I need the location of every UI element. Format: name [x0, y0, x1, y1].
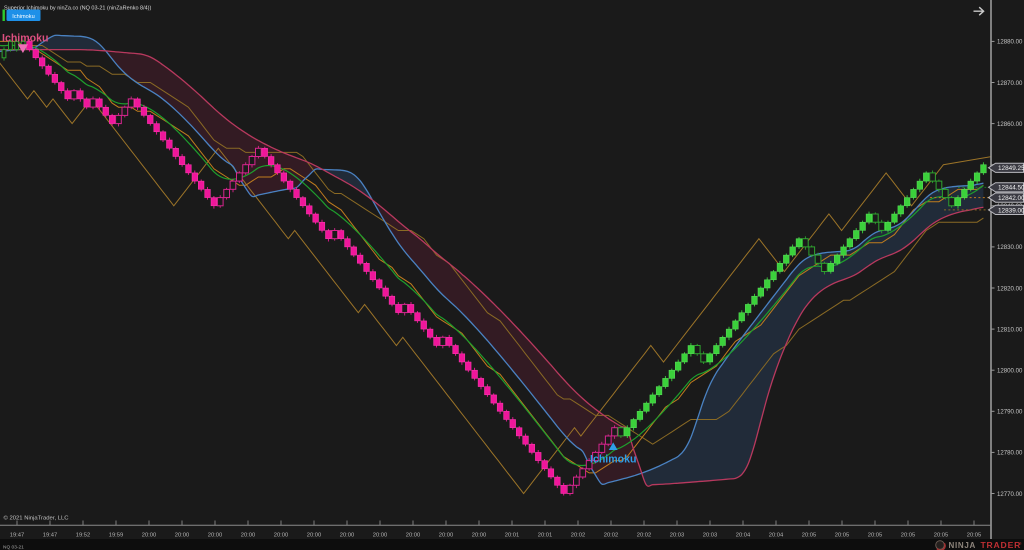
- svg-text:20:00: 20:00: [439, 533, 454, 539]
- svg-text:Ichimoku: Ichimoku: [12, 14, 34, 20]
- svg-text:20:00: 20:00: [373, 533, 388, 539]
- svg-text:20:00: 20:00: [340, 533, 355, 539]
- svg-text:20:05: 20:05: [901, 533, 916, 539]
- svg-text:20:04: 20:04: [736, 533, 751, 539]
- svg-text:20:05: 20:05: [868, 533, 883, 539]
- svg-text:12849.25: 12849.25: [998, 165, 1024, 172]
- svg-text:NINJA: NINJA: [949, 541, 977, 550]
- svg-text:20:01: 20:01: [505, 533, 520, 539]
- svg-text:19:47: 19:47: [43, 533, 58, 539]
- svg-text:20:00: 20:00: [175, 533, 190, 539]
- svg-text:20:00: 20:00: [208, 533, 223, 539]
- svg-text:12880.00: 12880.00: [997, 39, 1023, 46]
- svg-text:19:47: 19:47: [10, 533, 25, 539]
- svg-text:20:02: 20:02: [604, 533, 619, 539]
- svg-text:20:05: 20:05: [934, 533, 949, 539]
- svg-text:19:52: 19:52: [76, 533, 91, 539]
- svg-text:12844.50: 12844.50: [998, 185, 1024, 192]
- svg-text:© 2021 NinjaTrader, LLC: © 2021 NinjaTrader, LLC: [4, 515, 70, 522]
- svg-text:12839.00: 12839.00: [998, 207, 1024, 214]
- svg-text:20:05: 20:05: [967, 533, 982, 539]
- svg-text:20:00: 20:00: [406, 533, 421, 539]
- svg-text:12830.00: 12830.00: [997, 244, 1023, 251]
- svg-text:20:00: 20:00: [241, 533, 256, 539]
- svg-text:12820.00: 12820.00: [997, 285, 1023, 292]
- svg-text:Ichimoku: Ichimoku: [2, 33, 49, 45]
- svg-text:20:00: 20:00: [472, 533, 487, 539]
- svg-text:20:03: 20:03: [670, 533, 685, 539]
- svg-text:TRADER: TRADER: [981, 540, 1022, 550]
- svg-text:NQ 03-21: NQ 03-21: [3, 545, 24, 550]
- svg-text:20:02: 20:02: [637, 533, 652, 539]
- svg-text:12800.00: 12800.00: [997, 368, 1023, 375]
- svg-text:Superior Ichimoku by ninZa.co: Superior Ichimoku by ninZa.co (NQ 03-21 …: [4, 6, 152, 12]
- svg-text:12780.00: 12780.00: [997, 450, 1023, 457]
- svg-text:Ichimoku: Ichimoku: [590, 454, 637, 466]
- svg-text:19:59: 19:59: [109, 533, 124, 539]
- svg-text:20:00: 20:00: [307, 533, 322, 539]
- svg-text:20:05: 20:05: [802, 533, 817, 539]
- svg-text:12860.00: 12860.00: [997, 121, 1023, 128]
- svg-text:12770.00: 12770.00: [997, 491, 1023, 498]
- svg-text:20:00: 20:00: [274, 533, 289, 539]
- svg-text:20:01: 20:01: [538, 533, 553, 539]
- svg-text:20:00: 20:00: [142, 533, 157, 539]
- svg-text:20:02: 20:02: [571, 533, 586, 539]
- svg-text:20:03: 20:03: [703, 533, 718, 539]
- svg-text:12790.00: 12790.00: [997, 409, 1023, 416]
- svg-text:20:04: 20:04: [769, 533, 784, 539]
- svg-text:®: ®: [1019, 542, 1022, 546]
- svg-text:12870.00: 12870.00: [997, 80, 1023, 87]
- svg-text:12842.00: 12842.00: [998, 195, 1024, 202]
- svg-text:12810.00: 12810.00: [997, 326, 1023, 333]
- svg-text:20:05: 20:05: [835, 533, 850, 539]
